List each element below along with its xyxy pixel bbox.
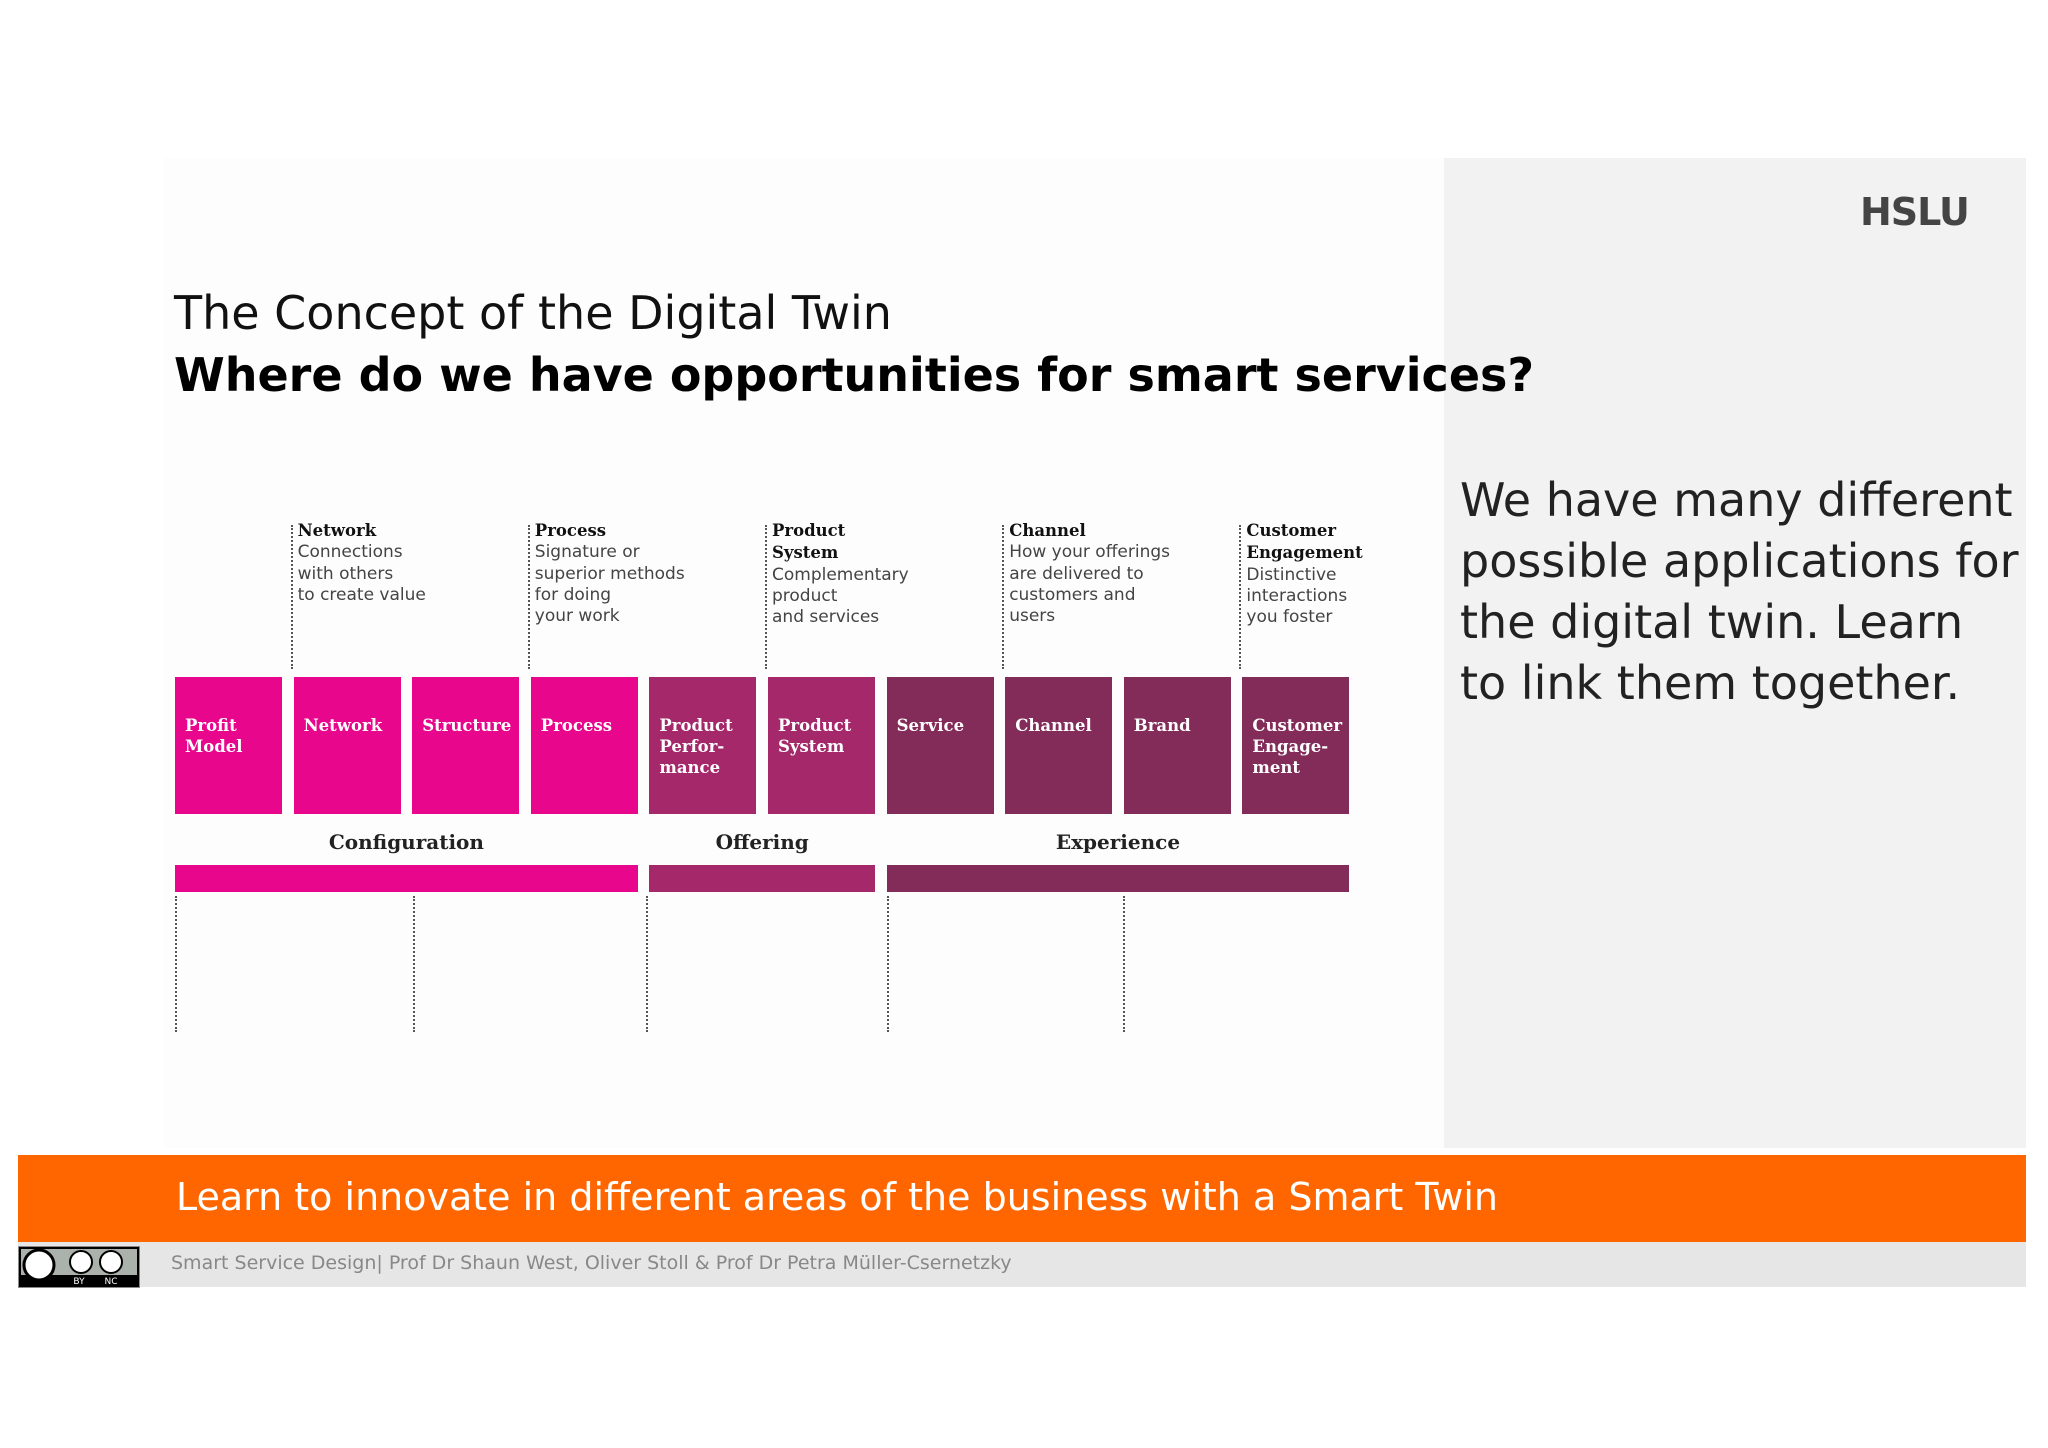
tile: Profit Model [175,677,282,814]
nc-icon [99,1250,123,1274]
note-text: How your offerings are delivered to cust… [1009,542,1171,627]
bottom-connector [1123,896,1125,1032]
bottom-connector [887,896,889,1032]
cc-icon [22,1248,56,1282]
bottom-connector [413,896,415,1032]
footer-bar [18,1242,2026,1287]
side-text: We have many different possible applicat… [1460,473,2019,710]
by-icon [69,1250,93,1274]
group-label: Experience [1055,830,1181,854]
note-text: Connections with others to create value [297,542,426,605]
content-area [163,158,1444,1148]
group-label: Offering [715,830,809,854]
note-text: Signature or superior methods for doing … [534,542,685,627]
group-bar [886,865,1350,892]
note-text: Distinctive interactions you foster [1246,564,1348,628]
footer-text: Smart Service Design| Prof Dr Shaun West… [171,1252,1012,1274]
tile: Product System [768,677,875,814]
top-note: Channel How your offerings are delivered … [1009,520,1239,627]
note-text: Complementary product and services [772,564,909,628]
banner [18,1155,2026,1242]
tile: Service [886,677,994,814]
top-connector [290,525,293,669]
title: The Concept of the Digital Twin [174,286,892,340]
logo: HSLU [1860,190,1970,234]
subtitle: Where do we have opportunities for smart… [174,348,1535,402]
badge-by: BY [73,1277,85,1287]
license-badge: BY NC [18,1246,140,1288]
top-connector [1002,525,1005,669]
badge-nc: NC [104,1277,117,1287]
banner-text: Learn to innovate in different areas of … [176,1175,1499,1219]
tile: Process [530,677,638,814]
tile: Customer Engage- ment [1242,677,1350,814]
group-bar [649,865,875,892]
top-note: Process Signature or superior methods for… [535,520,765,627]
note-title: Channel [1009,521,1086,540]
license-icons: BY NC [21,1248,137,1287]
top-connector [527,525,530,669]
tile: Structure [412,677,520,814]
group-label: Configuration [328,830,484,854]
top-note: Network Connections with others to create… [298,520,528,606]
tile: Network [293,677,401,814]
bottom-connector [646,896,648,1032]
tile: Brand [1123,677,1231,814]
bottom-connector [175,896,177,1032]
top-connector [1239,525,1242,669]
top-connector [765,525,767,669]
top-note: Customer Engagement Distinctive interacti… [1246,520,1476,628]
note-title: Product System [772,521,846,563]
group-bar [175,865,638,892]
side-panel [1444,158,2026,1148]
note-title: Customer Engagement [1246,521,1363,563]
tile: Channel [1005,677,1113,814]
note-title: Network [297,521,377,540]
tile: Product Perfor- mance [649,677,757,814]
note-title: Process [534,521,607,540]
top-note: Product System Complementary product and … [772,520,1002,628]
